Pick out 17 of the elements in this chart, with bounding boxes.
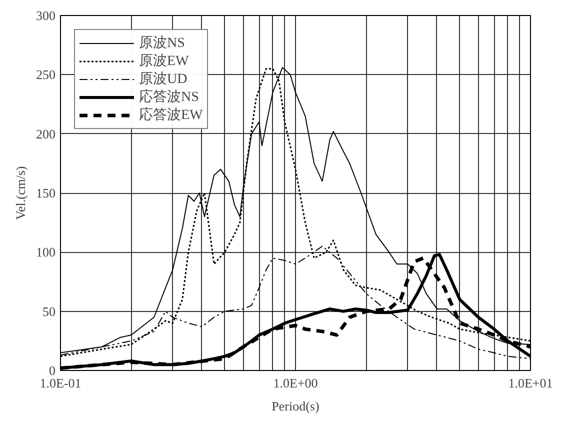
y-tick-label: 300 [36, 8, 56, 23]
y-axis-title: Vel.(cm/s) [13, 166, 28, 220]
y-tick-label: 50 [42, 304, 56, 319]
legend-label: 原波EW [139, 52, 189, 70]
y-tick-label: 0 [49, 363, 56, 378]
x-tick-label: 1.0E+00 [273, 376, 318, 390]
legend-label: 原波NS [139, 34, 185, 52]
x-tick-label: 1.0E-01 [40, 376, 82, 390]
y-tick-label: 250 [36, 67, 56, 82]
x-axis-title: Period(s) [272, 398, 320, 414]
y-tick-label: 200 [36, 126, 56, 142]
x-tick-label: 1.0E+01 [508, 376, 553, 390]
legend-label: 応答波EW [139, 106, 203, 124]
y-tick-label: 150 [36, 186, 56, 200]
legend-label: 応答波NS [139, 88, 199, 106]
y-tick-label: 100 [36, 244, 56, 260]
legend-label: 原波UD [139, 70, 188, 88]
